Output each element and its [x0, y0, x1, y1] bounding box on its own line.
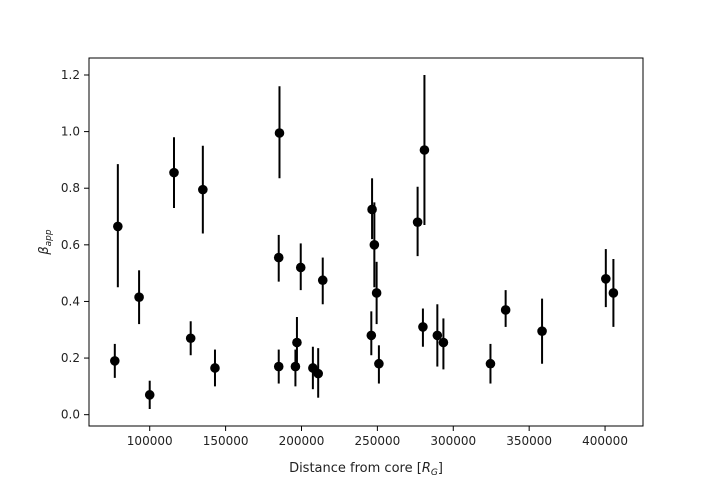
data-point: [537, 326, 547, 336]
x-tick-label: 350000: [506, 434, 552, 448]
data-point: [438, 337, 449, 348]
x-axis-title: Distance from core [RG]: [289, 461, 443, 478]
y-tick-label: 0.4: [61, 294, 80, 308]
data-point: [295, 262, 306, 273]
data-point: [366, 330, 377, 341]
data-point: [144, 390, 155, 400]
x-axis-ticks: 100000 150000 200000 250000 300000 350000 4000…: [127, 426, 628, 448]
data-point: [412, 217, 423, 227]
y-axis-title: βapp: [37, 229, 54, 256]
data-point: [290, 361, 301, 372]
data-point: [418, 322, 428, 332]
y-tick-label: 0.0: [61, 408, 80, 422]
data-point: [292, 337, 302, 348]
data-point: [198, 184, 208, 195]
data-point: [500, 305, 511, 315]
data-point: [185, 333, 196, 344]
data-point: [313, 368, 323, 379]
y-tick-label: 0.6: [61, 238, 80, 252]
x-tick-label: 150000: [203, 434, 249, 448]
data-point: [113, 221, 123, 232]
data-point: [134, 292, 144, 303]
data-point: [608, 288, 619, 298]
y-axis-ticks: 0.0 0.2 0.4 0.6 0.8 1.0 1.2: [61, 68, 89, 422]
data-point: [369, 240, 380, 250]
data-point: [419, 145, 430, 155]
data-point: [485, 358, 496, 369]
data-point: [274, 128, 285, 138]
plot-area: [88, 57, 644, 427]
y-tick-label: 1.2: [61, 68, 80, 82]
data-point: [371, 288, 382, 298]
x-tick-label: 300000: [430, 434, 476, 448]
data-point: [169, 167, 179, 178]
y-tick-label: 0.8: [61, 181, 80, 195]
data-point: [273, 252, 284, 263]
data-point: [110, 356, 120, 366]
data-point: [432, 330, 443, 341]
x-tick-label: 400000: [582, 434, 628, 448]
x-tick-label: 200000: [279, 434, 325, 448]
data-points: [110, 74, 619, 410]
x-tick-label: 100000: [127, 434, 173, 448]
data-point: [374, 358, 384, 369]
data-point: [601, 274, 611, 284]
data-point: [273, 361, 284, 372]
data-point: [367, 204, 377, 215]
data-point: [317, 275, 328, 286]
data-point: [210, 363, 220, 373]
y-tick-label: 0.2: [61, 351, 80, 365]
x-tick-label: 250000: [354, 434, 400, 448]
y-tick-label: 1.0: [61, 125, 80, 139]
